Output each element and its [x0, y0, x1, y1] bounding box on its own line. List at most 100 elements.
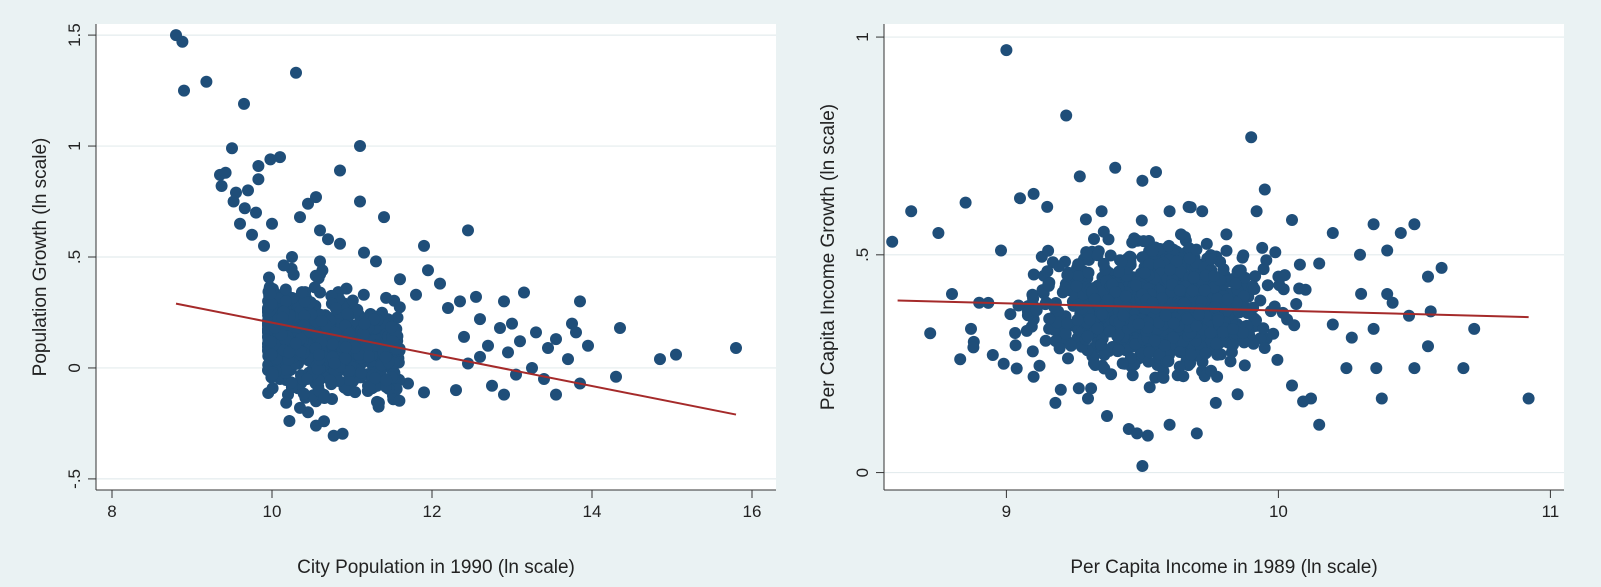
data-point: [1150, 166, 1162, 179]
data-point: [315, 315, 328, 327]
data-point: [1096, 308, 1108, 321]
data-point: [294, 401, 306, 414]
data-point: [1109, 161, 1122, 174]
data-point: [1062, 352, 1074, 365]
data-point: [266, 217, 278, 230]
data-point: [482, 339, 494, 352]
data-point: [418, 386, 430, 399]
data-point: [234, 217, 246, 230]
data-point: [1143, 381, 1156, 394]
data-point: [1065, 339, 1078, 352]
data-point: [1211, 348, 1224, 361]
data-point: [1237, 249, 1250, 262]
data-point: [310, 191, 322, 204]
data-point: [1115, 255, 1128, 268]
data-point: [986, 349, 999, 361]
data-point: [454, 295, 466, 308]
data-point: [258, 239, 270, 252]
data-point: [1020, 324, 1033, 337]
data-point: [1012, 299, 1025, 312]
data-point: [1229, 277, 1242, 290]
data-point: [582, 339, 594, 352]
data-point: [268, 321, 281, 334]
data-point: [1269, 246, 1282, 259]
data-point: [1231, 388, 1244, 401]
data-point: [1394, 227, 1407, 239]
data-point: [355, 366, 368, 379]
data-point: [1146, 244, 1159, 257]
data-point: [1056, 286, 1069, 299]
data-point: [1159, 309, 1172, 322]
data-point: [1221, 293, 1234, 306]
income-growth-chart: 0 .5 1 9 10 11 Per Capita Income in 1989 (ln s…: [800, 0, 1601, 587]
data-point: [1132, 318, 1145, 330]
data-point: [1185, 348, 1198, 361]
data-point: [1081, 330, 1094, 343]
data-point: [215, 180, 228, 192]
data-point: [324, 374, 337, 387]
data-point: [341, 307, 354, 320]
x-tick-label: 10: [263, 502, 282, 521]
data-point: [1009, 339, 1022, 352]
data-point: [1250, 314, 1262, 327]
data-point: [290, 66, 302, 79]
data-point: [1059, 327, 1072, 340]
data-point: [1128, 232, 1141, 245]
data-point: [1039, 334, 1052, 347]
data-point: [1422, 270, 1434, 283]
data-point: [1367, 218, 1380, 231]
data-point: [328, 357, 341, 370]
data-point: [264, 287, 277, 300]
data-point: [283, 415, 296, 427]
y-tick-label: 1.5: [65, 23, 84, 47]
data-point: [298, 309, 311, 322]
data-point: [1230, 296, 1243, 309]
data-point: [380, 374, 393, 387]
data-point: [506, 317, 518, 330]
data-point: [1073, 170, 1086, 183]
data-point: [1313, 257, 1326, 270]
data-point: [1027, 370, 1040, 383]
x-tick-label: 10: [1269, 502, 1288, 521]
x-tick-label: 9: [1002, 502, 1011, 521]
data-point: [1082, 266, 1095, 279]
data-point: [1136, 460, 1149, 472]
data-point: [1209, 396, 1222, 409]
data-point: [730, 342, 742, 354]
data-point: [279, 283, 292, 296]
data-point: [226, 142, 238, 155]
data-point: [1217, 263, 1230, 276]
data-point: [1210, 337, 1223, 350]
data-point: [1381, 244, 1394, 257]
data-point: [1061, 317, 1074, 330]
data-point: [1157, 371, 1170, 384]
plot-area: [884, 24, 1564, 490]
data-point: [346, 294, 359, 307]
data-point: [1173, 284, 1186, 297]
data-point: [1190, 319, 1203, 332]
data-point: [1112, 344, 1125, 357]
data-point: [311, 363, 324, 376]
data-point: [1468, 322, 1481, 335]
data-point: [1104, 249, 1117, 262]
data-point: [1205, 253, 1218, 266]
data-point: [1408, 362, 1421, 375]
data-point: [1326, 318, 1339, 331]
data-point: [238, 202, 251, 215]
data-point: [349, 341, 361, 354]
data-point: [1163, 418, 1176, 431]
data-point: [301, 373, 314, 385]
data-point: [526, 362, 538, 374]
data-point: [394, 273, 406, 286]
data-point: [498, 388, 510, 401]
data-point: [1208, 270, 1220, 282]
data-point: [1041, 265, 1054, 278]
x-tick-label: 16: [743, 502, 762, 521]
data-point: [570, 326, 582, 339]
data-point: [905, 205, 918, 218]
data-point: [1249, 270, 1262, 283]
data-point: [1199, 347, 1212, 360]
data-point: [280, 295, 292, 308]
data-point: [1183, 252, 1196, 265]
x-tick-label: 12: [423, 502, 442, 521]
